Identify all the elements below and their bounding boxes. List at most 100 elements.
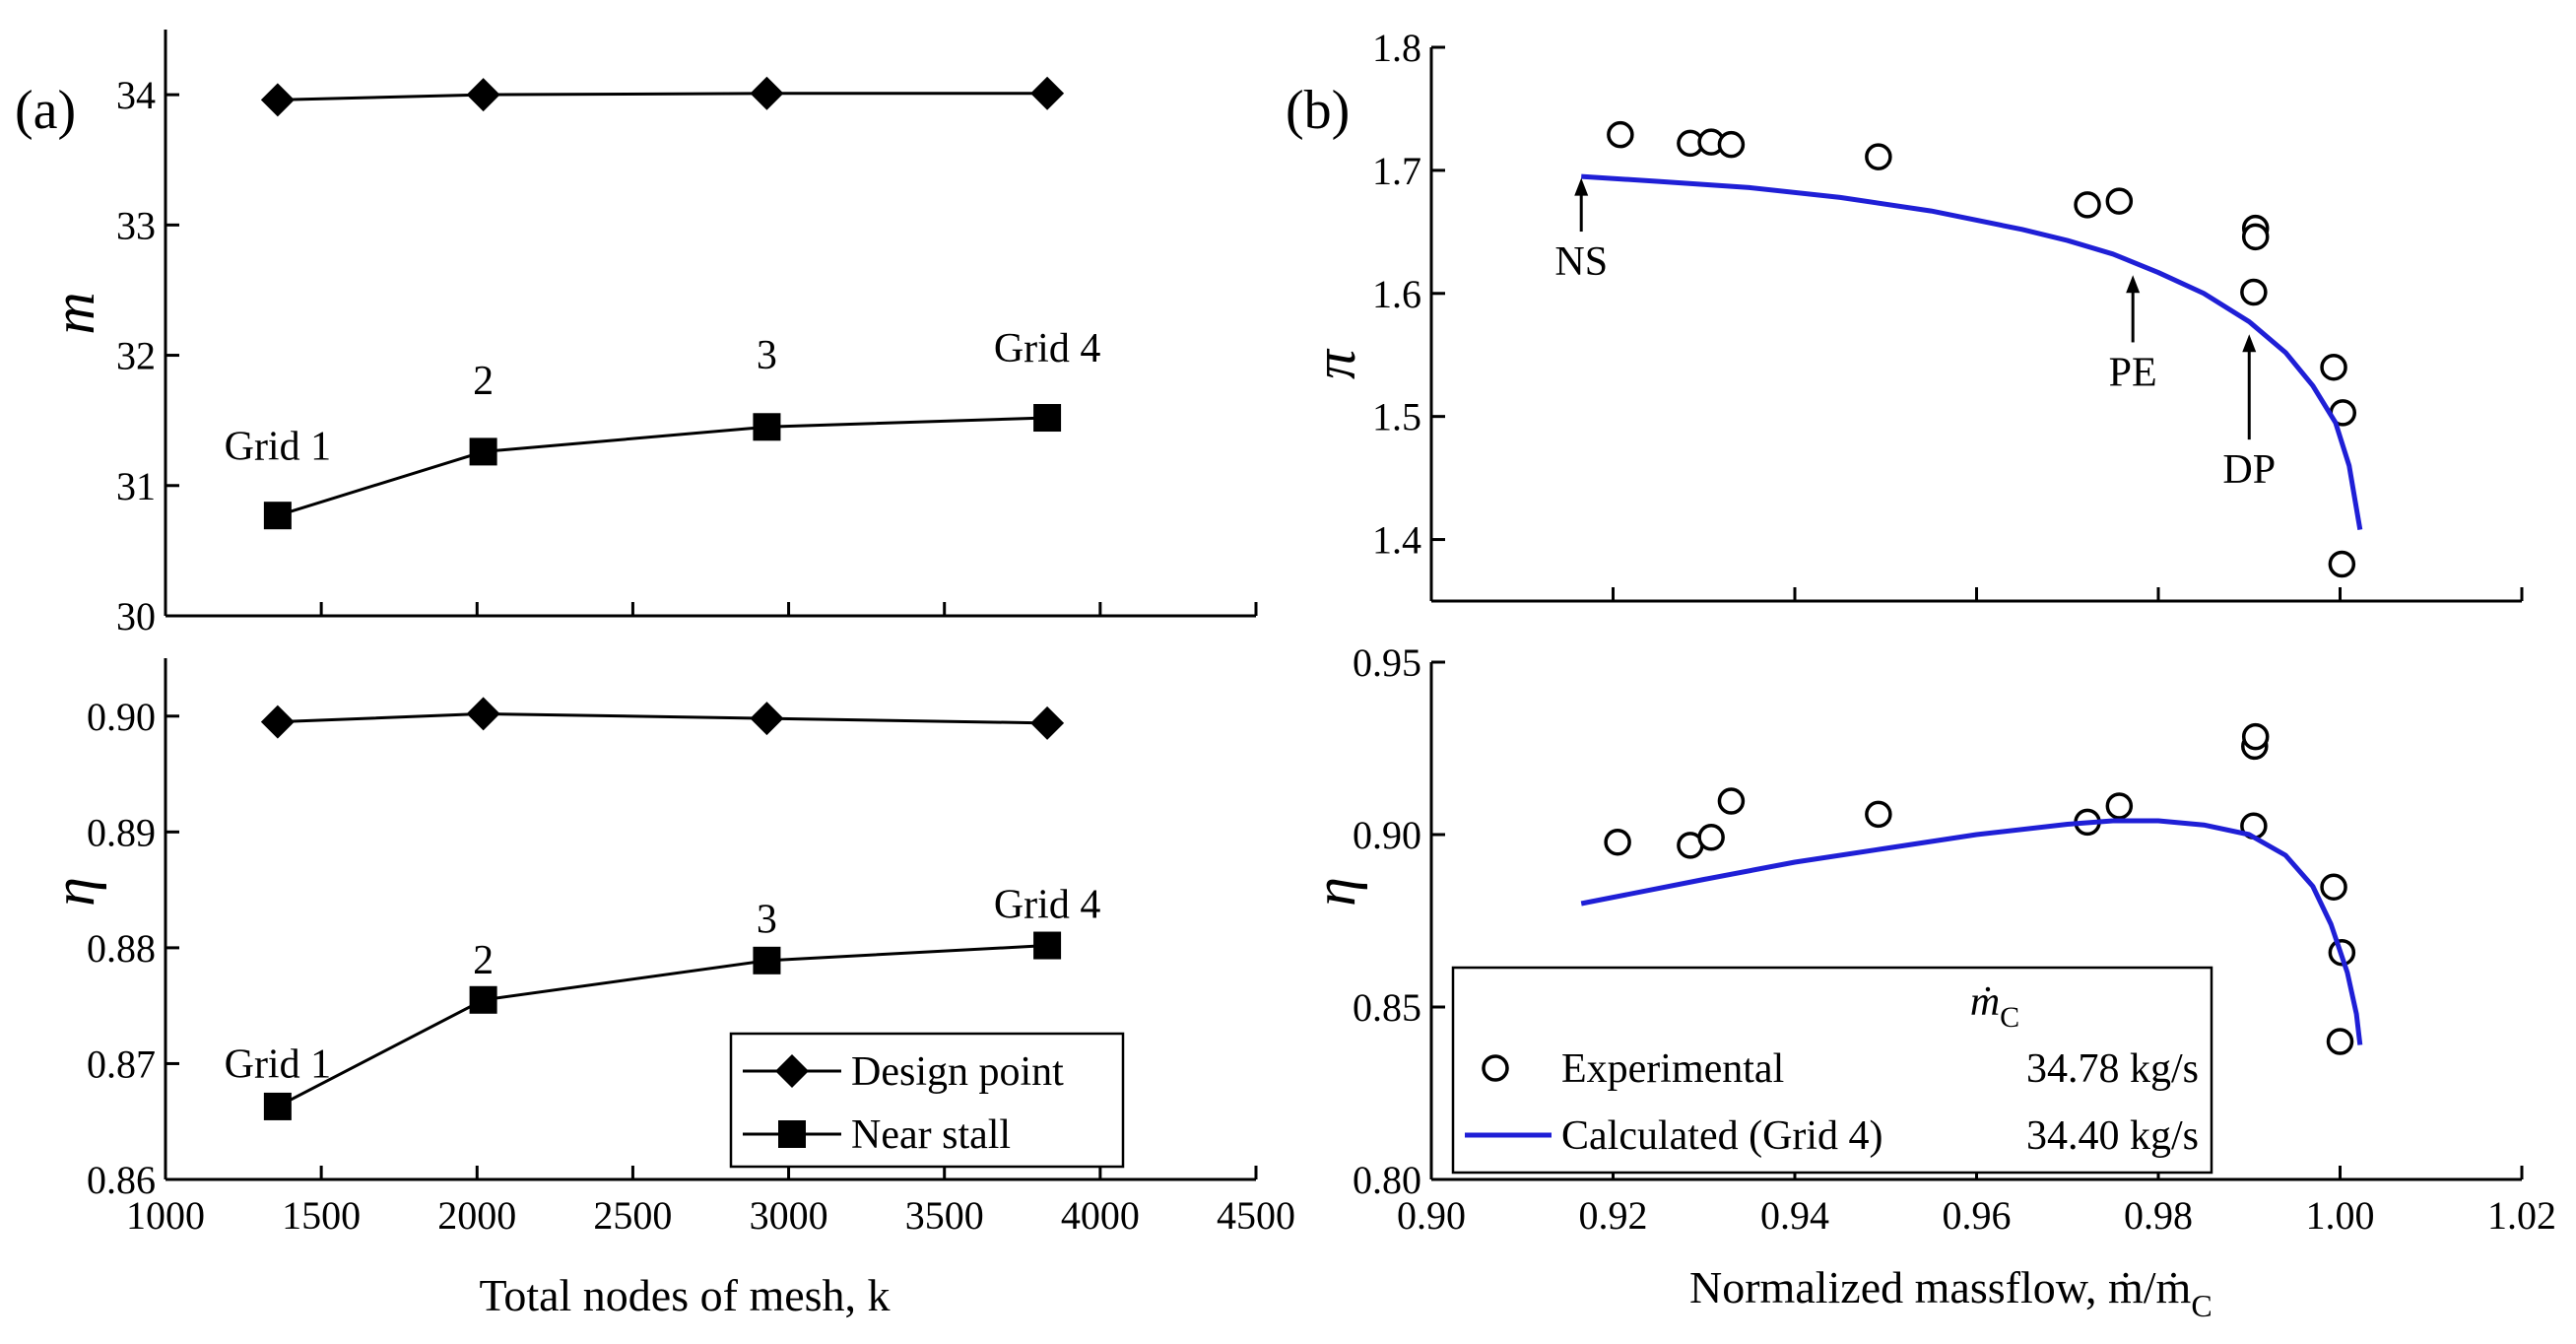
annotation-label: NS bbox=[1554, 239, 1608, 285]
series-line-near-stall bbox=[277, 416, 1048, 517]
data-point-open-circle bbox=[2320, 873, 2347, 901]
annotation-label: Grid 4 bbox=[994, 882, 1101, 927]
xlabel-a: Total nodes of mesh, k bbox=[479, 1270, 890, 1320]
legend-marker-square bbox=[778, 1120, 806, 1148]
y-tick-label: 1.8 bbox=[1372, 26, 1421, 70]
data-point-open-circle bbox=[2240, 278, 2268, 306]
panel-label-b: (b) bbox=[1286, 80, 1350, 141]
legend-header-symbol: ṁ bbox=[1970, 979, 2000, 1025]
data-point-open-circle bbox=[1607, 120, 1634, 149]
xlabel-b-main: Normalized massflow, ṁ/ṁ bbox=[1689, 1262, 2192, 1312]
xlabel-b-sub: C bbox=[2191, 1288, 2212, 1323]
data-point-diamond bbox=[1030, 706, 1065, 740]
y-tick-label: 1.7 bbox=[1372, 149, 1421, 193]
legend-marker-diamond bbox=[775, 1054, 809, 1088]
x-tick-label: 2500 bbox=[593, 1193, 672, 1238]
x-tick-label: 0.96 bbox=[1943, 1193, 2012, 1238]
y-tick-label: 33 bbox=[116, 203, 156, 247]
data-point-diamond bbox=[1030, 76, 1065, 110]
data-point-open-circle bbox=[2320, 353, 2347, 381]
y-tick-label: 1.4 bbox=[1372, 518, 1421, 563]
annotation-arrow-head bbox=[1574, 177, 1589, 196]
chart-b-bottom-efficiency: 0.80 0.85 0.90 0.95 0.90 0.92 0.94 0.96 0.98 1.00… bbox=[1353, 640, 2556, 1238]
y-tick-label: 0.89 bbox=[87, 810, 156, 854]
y-tick-label: 1.6 bbox=[1372, 272, 1421, 316]
annotation-label: PE bbox=[2109, 350, 2157, 395]
data-point-open-circle bbox=[1717, 130, 1746, 159]
legend-value: 34.78 kg/s bbox=[2026, 1046, 2199, 1092]
series-line-calculated-grid-4- bbox=[1581, 173, 2363, 530]
y-tick-label: 0.85 bbox=[1353, 985, 1421, 1030]
annotation-label: 3 bbox=[757, 333, 777, 378]
legend-header-subscript: C bbox=[2000, 1001, 2019, 1034]
data-point-open-circle bbox=[2326, 1028, 2354, 1055]
y-tick-label: 31 bbox=[116, 464, 156, 508]
legend-box bbox=[1451, 966, 2213, 1175]
x-tick-label: 4000 bbox=[1061, 1193, 1140, 1238]
series-line-near-stall bbox=[277, 944, 1048, 1109]
data-point-square bbox=[469, 437, 497, 466]
data-point-square bbox=[753, 413, 781, 441]
data-point-open-circle bbox=[2328, 550, 2356, 578]
annotation-label: Grid 1 bbox=[225, 424, 332, 469]
y-tick-label: 0.80 bbox=[1353, 1158, 1421, 1202]
series-line-design-point bbox=[277, 92, 1048, 101]
x-tick-label: 0.94 bbox=[1760, 1193, 1829, 1238]
x-tick-label: 1.02 bbox=[2487, 1193, 2556, 1238]
x-tick-label: 3500 bbox=[905, 1193, 984, 1238]
x-tick-label: 1500 bbox=[282, 1193, 361, 1238]
data-point-open-circle bbox=[2074, 191, 2101, 219]
y-tick-label: 0.95 bbox=[1353, 640, 1421, 685]
data-point-open-circle bbox=[1865, 800, 1892, 829]
annotation-label: Grid 1 bbox=[225, 1042, 332, 1088]
data-point-open-circle bbox=[1865, 143, 1892, 170]
chart-a-top-mass: 30 31 32 33 34 Grid 1 2 3 Grid 4 bbox=[116, 30, 1258, 638]
panel-label-a: (a) bbox=[15, 80, 76, 141]
data-point-open-circle bbox=[1604, 828, 1631, 856]
annotation-label: DP bbox=[2222, 447, 2276, 493]
annotation-label: Grid 4 bbox=[994, 326, 1101, 371]
ylabel-a-top: m bbox=[41, 292, 106, 334]
x-tick-label: 0.90 bbox=[1397, 1193, 1466, 1238]
x-tick-label: 1000 bbox=[126, 1193, 205, 1238]
data-point-square bbox=[469, 985, 497, 1014]
legend-header: ṁC bbox=[1970, 979, 2019, 1034]
legend-label: Design point bbox=[851, 1049, 1064, 1095]
data-point-diamond bbox=[260, 83, 295, 117]
x-tick-label: 0.98 bbox=[2124, 1193, 2193, 1238]
annotation-arrow-head bbox=[2126, 275, 2141, 294]
y-tick-label: 0.87 bbox=[87, 1042, 156, 1086]
data-point-diamond bbox=[466, 78, 500, 112]
legend-value: 34.40 kg/s bbox=[2026, 1113, 2199, 1159]
data-point-open-circle bbox=[2241, 223, 2270, 251]
data-point-diamond bbox=[750, 702, 784, 736]
data-point-open-circle bbox=[2241, 722, 2270, 751]
data-point-open-circle bbox=[1697, 824, 1725, 851]
data-point-open-circle bbox=[2105, 792, 2134, 820]
data-point-diamond bbox=[750, 76, 784, 110]
data-point-square bbox=[753, 946, 781, 974]
data-point-square bbox=[1033, 931, 1062, 960]
annotation-label: 3 bbox=[757, 898, 777, 943]
chart-a-bottom-efficiency: 0.86 0.87 0.88 0.89 0.90 1000 1500 2000 2500 3000… bbox=[87, 658, 1295, 1238]
series-line-calculated-grid-4- bbox=[1580, 818, 2363, 1045]
ylabel-a-bottom: η bbox=[41, 877, 106, 907]
xlabel-b: Normalized massflow, ṁ/ṁC bbox=[1689, 1262, 2213, 1323]
y-tick-label: 0.90 bbox=[87, 695, 156, 739]
series-line-design-point bbox=[277, 711, 1048, 725]
legend-label: Experimental bbox=[1561, 1046, 1784, 1092]
y-tick-label: 0.90 bbox=[1353, 813, 1421, 857]
y-tick-label: 32 bbox=[116, 334, 156, 378]
annotation-label: 2 bbox=[473, 938, 494, 983]
x-tick-label: 4500 bbox=[1217, 1193, 1295, 1238]
annotation-label: 2 bbox=[473, 359, 494, 404]
data-point-square bbox=[263, 502, 292, 530]
annotation-arrow-head bbox=[2242, 334, 2257, 353]
y-tick-label: 0.86 bbox=[87, 1158, 156, 1202]
data-point-square bbox=[263, 1092, 292, 1120]
legend-label: Near stall bbox=[851, 1112, 1011, 1158]
legend-marker-open-circle bbox=[1482, 1054, 1509, 1082]
x-tick-label: 2000 bbox=[437, 1193, 516, 1238]
y-tick-label: 1.5 bbox=[1372, 395, 1421, 439]
